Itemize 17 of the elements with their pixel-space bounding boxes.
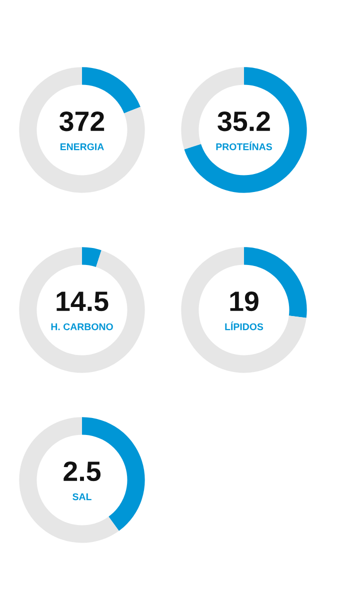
text: 372 (59, 112, 104, 132)
text: LÍPIDOS (225, 322, 264, 330)
text: 14.5 (56, 292, 108, 312)
donut-slice (181, 247, 306, 373)
text: H. CARBONO (51, 323, 113, 330)
donut-slice (19, 417, 119, 543)
donut-slice (82, 67, 140, 114)
text: ENERGIA (60, 143, 104, 150)
text: SAL (72, 493, 92, 500)
text: 2.5 (64, 462, 101, 482)
donut-slice (19, 247, 145, 373)
donut-slice (19, 67, 145, 193)
text: PROTEÍNAS (216, 142, 272, 150)
text: 35.2 (218, 112, 270, 132)
donut-slice (82, 247, 102, 267)
text: 19 (230, 292, 258, 312)
donut-slice (184, 67, 307, 193)
